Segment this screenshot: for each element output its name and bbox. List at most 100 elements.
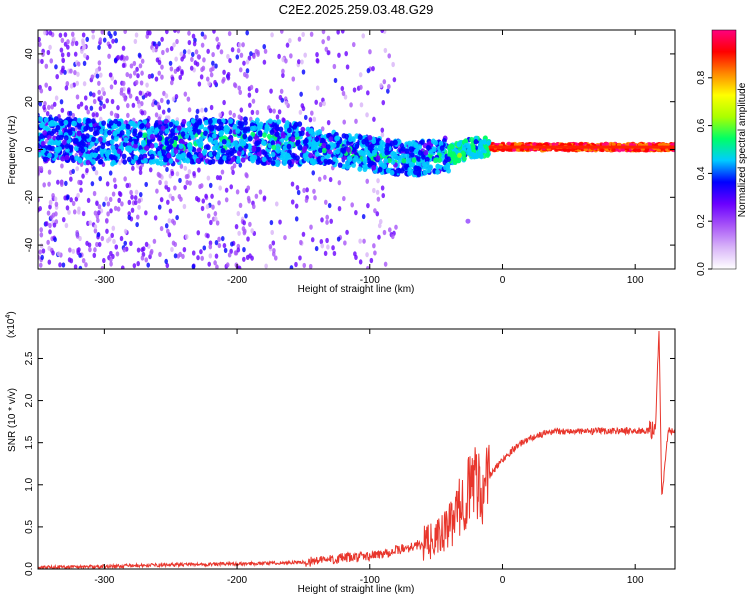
heatmap-cell <box>221 138 227 145</box>
heatmap-cell <box>64 180 68 186</box>
heatmap-cell <box>367 162 373 168</box>
heatmap-cell <box>102 148 108 154</box>
heatmap-cell <box>341 90 346 97</box>
heatmap-cell <box>337 52 341 58</box>
heatmap-cell <box>435 169 440 175</box>
heatmap-cell <box>184 133 190 139</box>
heatmap-cell <box>194 49 199 55</box>
heatmap-cell <box>139 80 144 86</box>
heatmap-cell <box>296 59 301 65</box>
heatmap-cell <box>180 56 184 62</box>
heatmap-cell <box>217 242 222 249</box>
heatmap-cell <box>563 147 568 152</box>
heatmap-cell <box>275 159 281 166</box>
heatmap-cell <box>145 122 151 128</box>
heatmap-cell <box>140 255 145 261</box>
heatmap-cell <box>229 184 234 190</box>
heatmap-cell <box>122 55 126 61</box>
heatmap-cell <box>187 107 192 113</box>
heatmap-xtick-label: 100 <box>627 275 644 286</box>
heatmap-cell <box>216 44 220 50</box>
heatmap-cell <box>192 154 198 160</box>
heatmap-cell <box>71 112 76 119</box>
heatmap-cell <box>637 142 643 147</box>
heatmap-cell <box>180 69 184 75</box>
heatmap-cell <box>404 148 410 154</box>
heatmap-cell <box>228 118 234 124</box>
heatmap-cell <box>133 155 139 161</box>
heatmap-cell <box>344 51 348 57</box>
heatmap-cell <box>389 169 395 176</box>
heatmap-cell <box>43 30 47 36</box>
heatmap-cell <box>116 54 120 61</box>
heatmap-cell <box>413 169 418 175</box>
heatmap-cell <box>413 142 419 148</box>
heatmap-cell <box>254 140 259 147</box>
heatmap-cell <box>136 73 140 79</box>
heatmap-cell <box>86 109 90 115</box>
heatmap-cell <box>53 116 59 122</box>
heatmap-cell <box>242 247 246 253</box>
heatmap-cell <box>270 229 275 236</box>
heatmap-cell <box>138 90 143 96</box>
heatmap-cell <box>298 255 302 261</box>
heatmap-cell <box>105 218 109 224</box>
heatmap-cell <box>125 71 130 78</box>
heatmap-cell <box>350 202 354 208</box>
heatmap-cell <box>48 30 53 36</box>
heatmap-cell <box>318 101 323 108</box>
heatmap-cell <box>123 176 127 182</box>
heatmap-cell <box>284 100 289 106</box>
heatmap-cell <box>160 125 166 132</box>
heatmap-cell <box>181 118 187 125</box>
heatmap-cell <box>354 143 360 150</box>
heatmap-cell <box>152 238 157 244</box>
heatmap-cell <box>119 87 124 93</box>
heatmap-cell <box>309 31 314 37</box>
heatmap-cell <box>258 189 263 195</box>
heatmap-cell <box>168 208 173 214</box>
heatmap-cell <box>113 205 118 211</box>
heatmap-cell <box>64 222 69 229</box>
heatmap-cell <box>168 133 173 139</box>
heatmap-cell <box>254 87 259 94</box>
heatmap-cell <box>39 243 44 249</box>
heatmap-cell <box>251 146 257 153</box>
heatmap-cell <box>166 152 172 159</box>
heatmap-cell <box>303 114 308 121</box>
heatmap-cell <box>301 231 306 237</box>
heatmap-cell <box>214 143 219 150</box>
heatmap-cell <box>239 121 245 127</box>
heatmap-cell <box>342 119 347 125</box>
heatmap-cell <box>81 173 85 179</box>
heatmap-cell <box>382 163 388 169</box>
heatmap-cell <box>215 36 220 42</box>
heatmap-cell <box>302 145 308 152</box>
heatmap-cell <box>566 142 572 147</box>
heatmap-cell <box>401 157 407 164</box>
heatmap-cell <box>44 221 49 227</box>
heatmap-cell <box>331 245 335 251</box>
heatmap-cell <box>42 125 48 132</box>
heatmap-cell <box>77 206 81 212</box>
heatmap-cell <box>164 258 169 264</box>
heatmap-ytick-label: -40 <box>24 237 35 252</box>
heatmap-cell <box>215 220 220 226</box>
heatmap-cell <box>68 144 74 151</box>
heatmap-cell <box>43 117 49 123</box>
heatmap-cell <box>65 81 70 87</box>
heatmap-cell <box>94 170 99 176</box>
heatmap-cell <box>611 148 616 152</box>
heatmap-cell <box>324 199 328 205</box>
snr-ytick-label: 0.5 <box>24 520 35 534</box>
heatmap-cell <box>379 139 385 146</box>
heatmap-cell <box>66 194 70 200</box>
heatmap-cell <box>359 102 364 108</box>
heatmap-cell <box>98 37 103 43</box>
heatmap-cell <box>334 135 340 142</box>
heatmap-cell <box>260 149 266 155</box>
heatmap-cell <box>301 31 305 38</box>
heatmap-cell <box>372 243 376 249</box>
heatmap-cell <box>144 241 149 247</box>
heatmap-cell <box>192 125 198 131</box>
